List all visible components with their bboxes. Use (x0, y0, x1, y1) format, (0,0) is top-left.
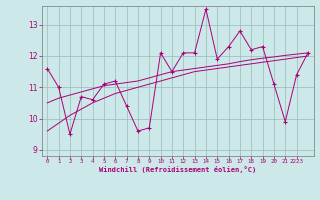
X-axis label: Windchill (Refroidissement éolien,°C): Windchill (Refroidissement éolien,°C) (99, 166, 256, 173)
